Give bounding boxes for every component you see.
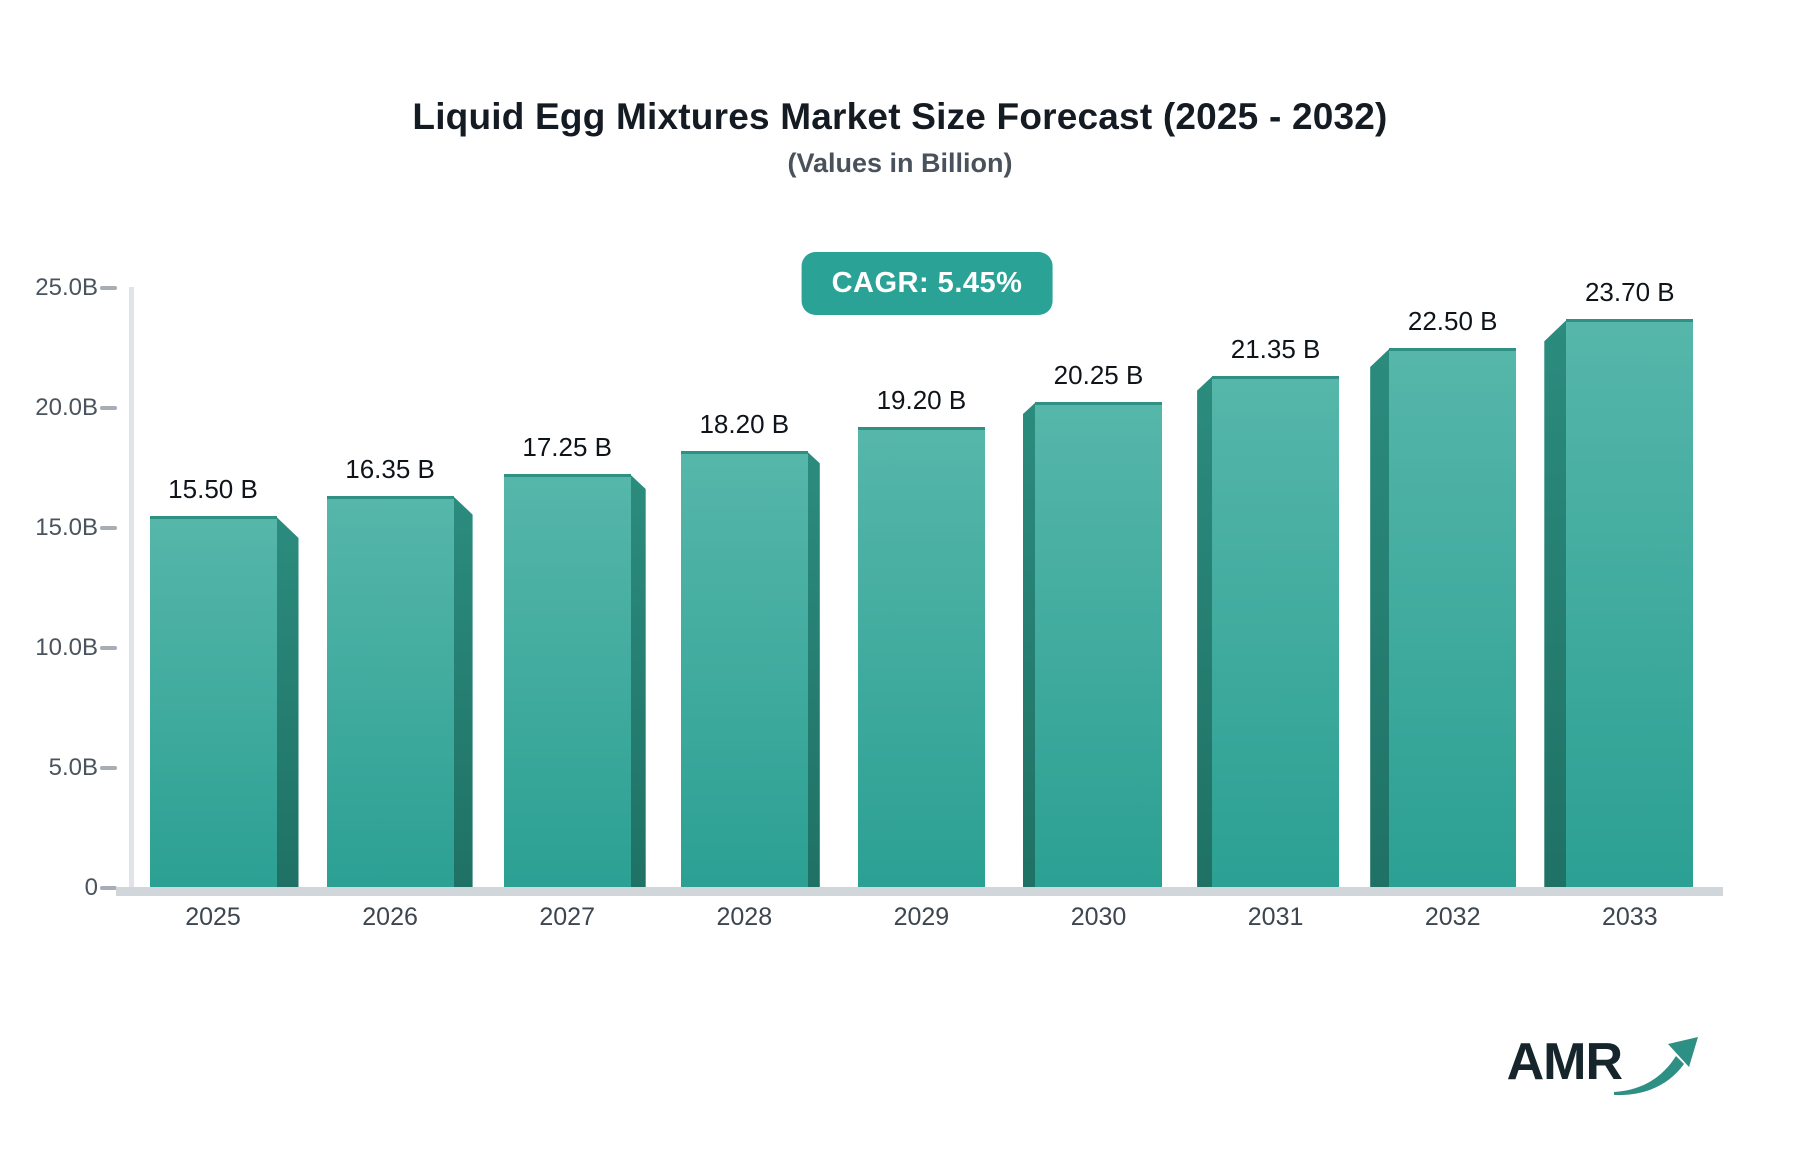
x-axis-label: 2029 bbox=[893, 903, 950, 931]
x-axis-label: 2030 bbox=[1070, 903, 1127, 931]
cagr-badge: CAGR: 5.45% bbox=[801, 252, 1053, 315]
y-tick-mark bbox=[100, 646, 117, 650]
bar-side-face bbox=[1023, 402, 1036, 888]
y-tick-label: 25.0B bbox=[35, 274, 98, 301]
bar-value-label: 20.25 B bbox=[1053, 360, 1144, 390]
bar bbox=[857, 427, 985, 888]
x-axis-label: 2033 bbox=[1601, 903, 1658, 931]
bar-side-face bbox=[452, 495, 473, 888]
amr-logo: AMR bbox=[1507, 1032, 1702, 1100]
bar bbox=[1212, 375, 1340, 888]
bar bbox=[680, 451, 808, 888]
x-axis-label: 2025 bbox=[185, 903, 241, 931]
x-axis-label: 2028 bbox=[716, 903, 773, 931]
y-tick-label: 0 bbox=[84, 874, 98, 901]
bar-value-label: 16.35 B bbox=[345, 453, 435, 484]
chart-title: Liquid Egg Mixtures Market Size Forecast… bbox=[412, 96, 1388, 137]
bar-side-face bbox=[1544, 319, 1568, 888]
bar bbox=[326, 495, 454, 888]
bar-value-label: 19.20 B bbox=[876, 385, 967, 416]
y-tick-label: 20.0B bbox=[35, 394, 98, 421]
bar-side-face bbox=[1370, 348, 1391, 888]
y-tick-mark bbox=[100, 886, 117, 890]
bar-value-label: 18.20 B bbox=[699, 409, 790, 440]
x-axis-line bbox=[116, 887, 1723, 896]
y-axis-line bbox=[129, 287, 134, 889]
y-tick-mark bbox=[100, 766, 117, 770]
y-tick-mark bbox=[100, 406, 117, 410]
y-tick-label: 5.0B bbox=[48, 754, 98, 781]
chart-subtitle: (Values in Billion) bbox=[787, 148, 1013, 178]
bar-value-label: 21.35 B bbox=[1230, 333, 1321, 364]
x-axis-label: 2032 bbox=[1424, 903, 1481, 931]
bar-side-face bbox=[806, 451, 820, 888]
bar-value-label: 22.50 B bbox=[1407, 306, 1498, 336]
bar-side-face bbox=[629, 474, 646, 888]
bar bbox=[149, 516, 277, 888]
x-axis-label: 2031 bbox=[1247, 903, 1304, 931]
y-tick-mark bbox=[100, 286, 117, 290]
bar-value-label: 23.70 B bbox=[1584, 277, 1675, 308]
bar bbox=[503, 474, 631, 888]
bar bbox=[1566, 319, 1694, 888]
bar-side-face bbox=[275, 516, 299, 888]
bar-value-label: 15.50 B bbox=[168, 474, 258, 504]
x-axis-label: 2026 bbox=[362, 903, 418, 931]
y-tick-mark bbox=[100, 526, 117, 530]
bar bbox=[1389, 348, 1517, 888]
y-tick-label: 10.0B bbox=[35, 634, 98, 661]
bar bbox=[1035, 402, 1162, 888]
bar-value-label: 17.25 B bbox=[522, 432, 612, 462]
bar-side-face bbox=[1197, 375, 1214, 888]
amr-logo-text: AMR bbox=[1506, 1033, 1623, 1091]
x-axis-label: 2027 bbox=[539, 903, 595, 931]
growth-arrow-icon bbox=[1614, 1037, 1698, 1096]
y-tick-label: 15.0B bbox=[35, 514, 98, 541]
